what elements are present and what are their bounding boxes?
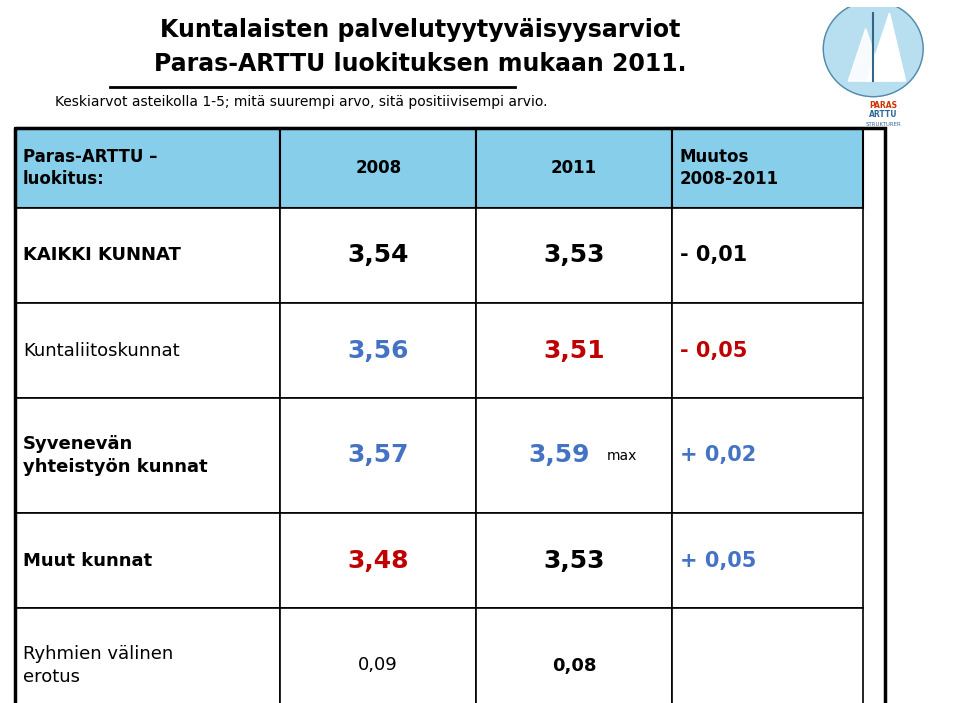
Circle shape: [824, 1, 924, 97]
Bar: [476, 128, 672, 208]
Bar: [280, 513, 476, 608]
Bar: [476, 303, 672, 398]
Text: 3,48: 3,48: [348, 548, 409, 572]
Text: Ryhmien välinen
erotus: Ryhmien välinen erotus: [23, 645, 173, 685]
Bar: [15, 128, 885, 703]
Text: + 0,05: + 0,05: [680, 550, 756, 571]
Text: 3,53: 3,53: [543, 548, 605, 572]
Text: 3,54: 3,54: [348, 243, 409, 268]
Bar: [280, 208, 476, 303]
Bar: [280, 303, 476, 398]
Text: 3,57: 3,57: [348, 444, 409, 467]
Bar: [672, 208, 863, 303]
Text: Paras-ARTTU –
luokitus:: Paras-ARTTU – luokitus:: [23, 148, 157, 188]
Text: 2011: 2011: [551, 159, 597, 177]
Bar: [15, 398, 280, 513]
Text: PARAS: PARAS: [869, 101, 898, 110]
Text: 3,51: 3,51: [543, 339, 605, 363]
Text: + 0,02: + 0,02: [680, 446, 756, 465]
Text: Keskiarvot asteikolla 1-5; mitä suurempi arvo, sitä positiivisempi arvio.: Keskiarvot asteikolla 1-5; mitä suurempi…: [55, 95, 547, 109]
Bar: [15, 608, 280, 703]
Bar: [672, 608, 863, 703]
Text: ARTTU: ARTTU: [869, 110, 898, 119]
Text: 0,08: 0,08: [552, 657, 596, 674]
Bar: [15, 303, 280, 398]
Text: Muut kunnat: Muut kunnat: [23, 551, 152, 569]
Text: Paras-ARTTU luokituksen mukaan 2011.: Paras-ARTTU luokituksen mukaan 2011.: [154, 52, 686, 76]
Text: 3,53: 3,53: [543, 243, 605, 268]
Bar: [672, 128, 863, 208]
Bar: [476, 608, 672, 703]
Text: KAIKKI KUNNAT: KAIKKI KUNNAT: [23, 247, 180, 264]
Polygon shape: [849, 29, 883, 81]
Bar: [280, 128, 476, 208]
Bar: [280, 398, 476, 513]
Bar: [15, 128, 280, 208]
Text: - 0,01: - 0,01: [680, 245, 747, 266]
Polygon shape: [867, 13, 905, 81]
Text: 0,09: 0,09: [358, 657, 398, 674]
Text: 2008: 2008: [355, 159, 401, 177]
Bar: [672, 303, 863, 398]
Text: Syvenevän
yhteistyön kunnat: Syvenevän yhteistyön kunnat: [23, 435, 207, 476]
Bar: [15, 513, 280, 608]
Text: 3,56: 3,56: [348, 339, 409, 363]
Text: 3,59: 3,59: [528, 444, 589, 467]
Text: Kuntaliitoskunnat: Kuntaliitoskunnat: [23, 342, 180, 359]
Bar: [15, 208, 280, 303]
Text: Muutos
2008-2011: Muutos 2008-2011: [680, 148, 779, 188]
Bar: [672, 513, 863, 608]
Text: - 0,05: - 0,05: [680, 340, 747, 361]
Bar: [476, 398, 672, 513]
Text: max: max: [607, 449, 637, 463]
Text: STRUKTURER: STRUKTURER: [865, 122, 901, 127]
Bar: [476, 513, 672, 608]
Bar: [672, 398, 863, 513]
Text: Kuntalaisten palvelutyytyväisyysarviot: Kuntalaisten palvelutyytyväisyysarviot: [159, 18, 681, 42]
Bar: [476, 208, 672, 303]
Bar: [280, 608, 476, 703]
